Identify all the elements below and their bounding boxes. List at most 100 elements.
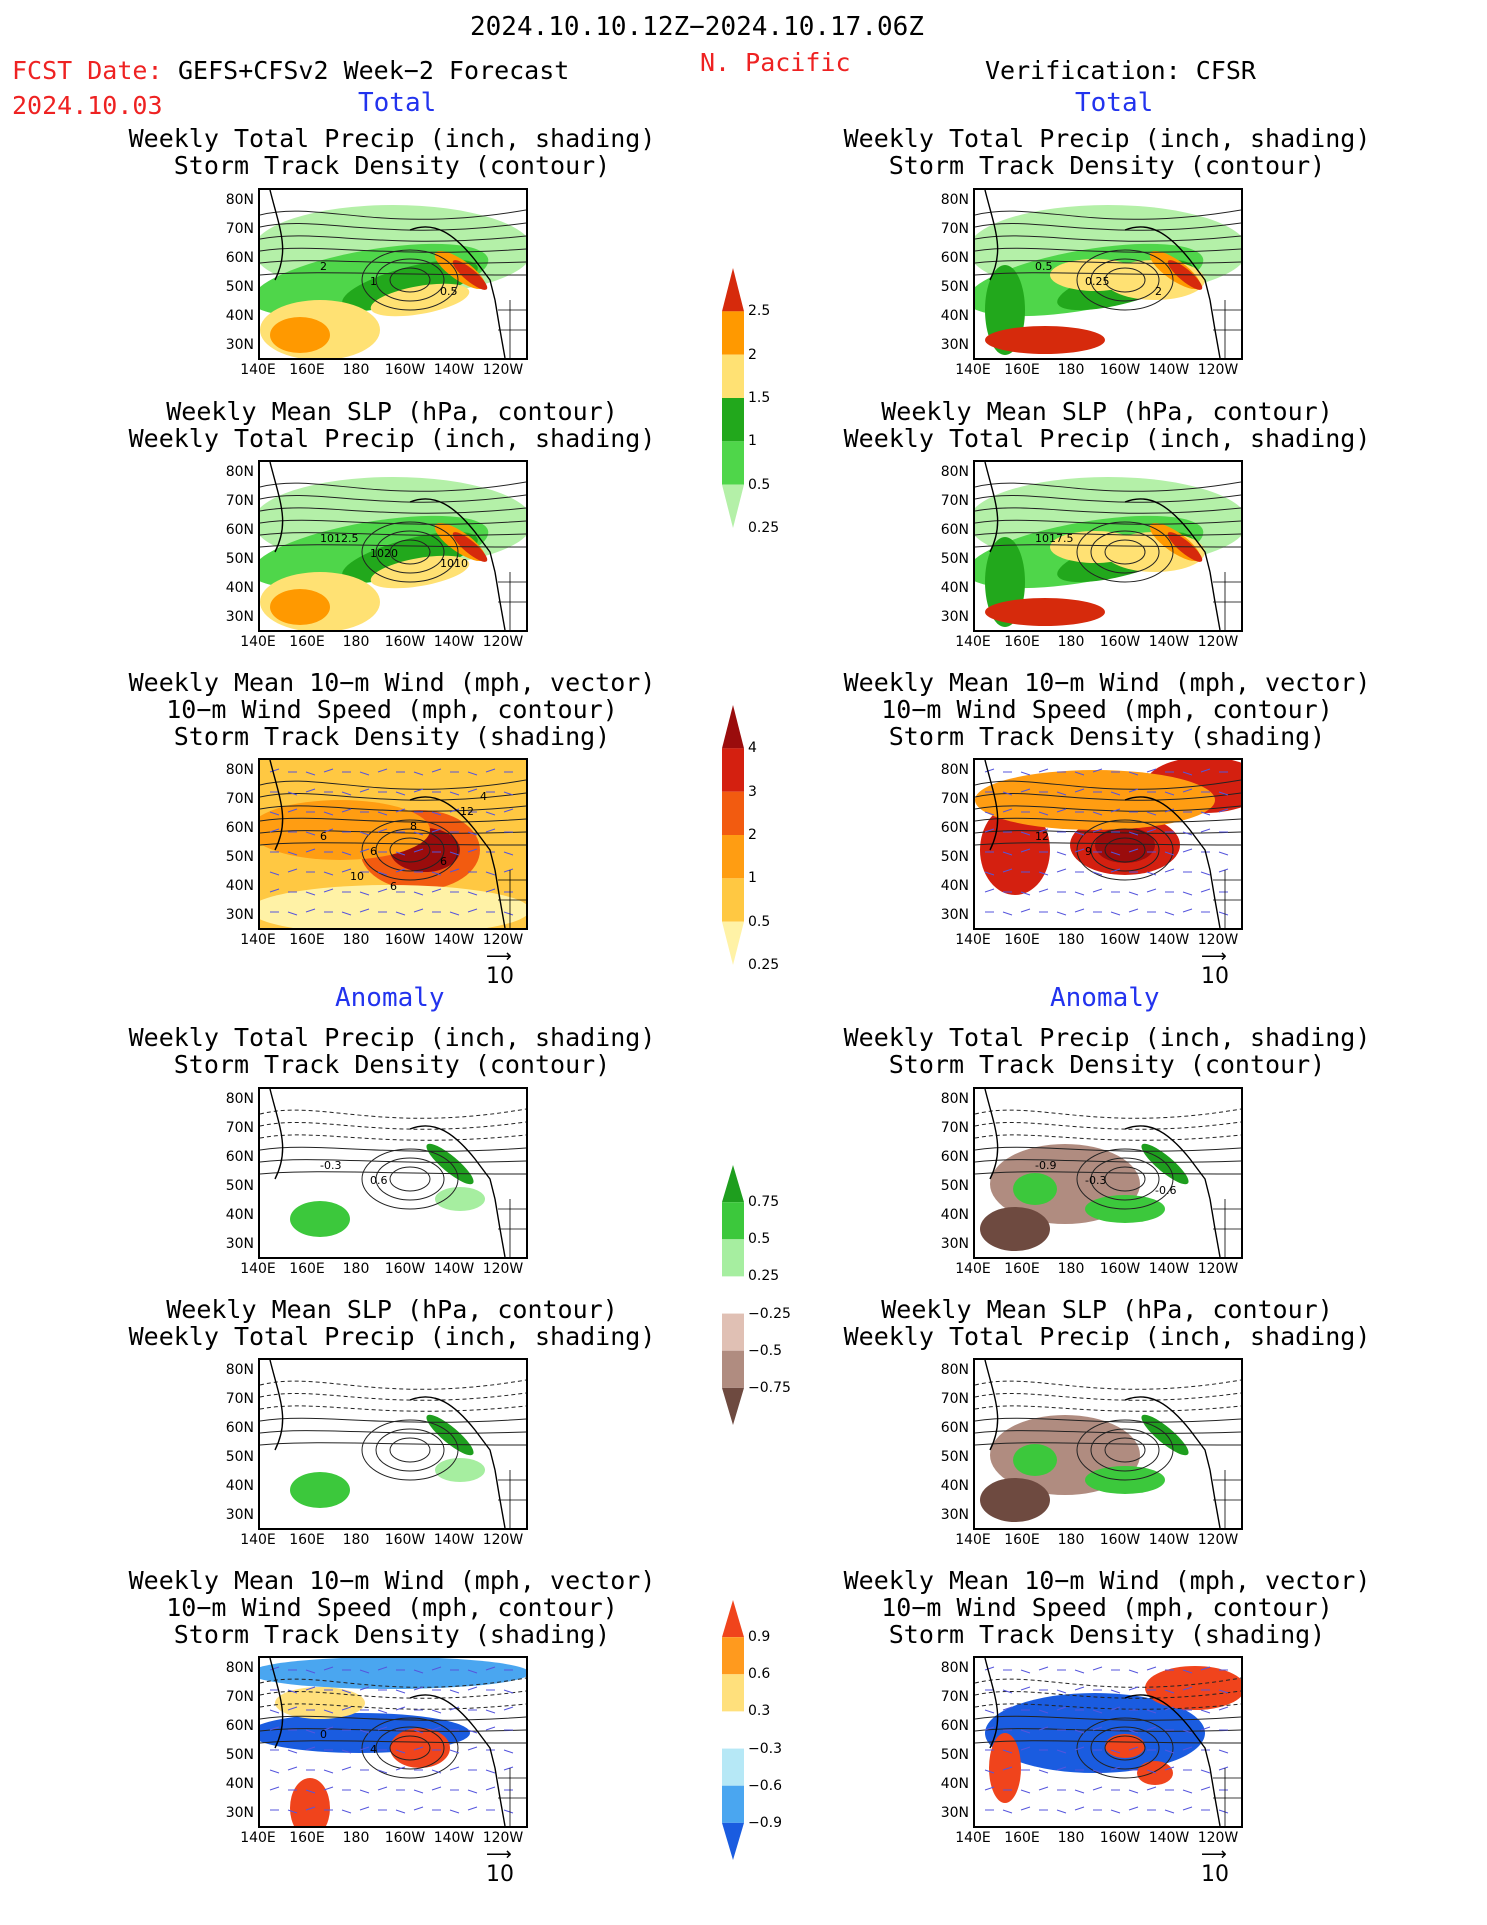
wind-vector <box>395 851 406 856</box>
contour-ring <box>1076 521 1174 583</box>
map-panel-obs-wt: 12 9 <box>973 758 1243 930</box>
wind-vector <box>984 1666 995 1671</box>
lon-tick-label: 180 <box>1057 1261 1085 1277</box>
wind-vector <box>485 828 496 833</box>
wind-vector <box>287 1749 298 1754</box>
wind-vector <box>1200 888 1211 893</box>
wind-vector <box>503 1749 514 1754</box>
contour-line <box>975 1740 1241 1744</box>
contour-ring <box>1090 530 1160 574</box>
wind-vector <box>431 888 442 893</box>
wind-vector <box>1056 868 1067 873</box>
lat-tick-label: 40N <box>225 308 254 324</box>
panel-title-line-2: Storm Track Density (contour) <box>173 151 611 180</box>
wind-vector <box>1092 888 1103 893</box>
coastline-alaska <box>409 1694 496 1769</box>
coastline-asia <box>269 1089 284 1180</box>
wind-vector <box>1020 1789 1031 1794</box>
contour-line <box>260 1171 526 1175</box>
contour-line <box>975 1430 1241 1434</box>
lat-tick-label: 70N <box>940 791 969 807</box>
colorbar-segment <box>722 354 744 398</box>
wind-vector <box>305 1789 316 1794</box>
wind-vector <box>1074 848 1085 853</box>
contour-ring <box>389 1437 431 1463</box>
wind-vector <box>377 1709 388 1714</box>
contour-ring <box>375 1428 445 1472</box>
wind-vector <box>1056 911 1067 916</box>
contour-label: 1017.5 <box>1035 532 1074 545</box>
wind-vector <box>503 1766 514 1771</box>
wind-vector <box>341 851 352 856</box>
colorbar-storm-total <box>722 705 744 965</box>
colorbar-arrow-bottom <box>722 484 744 528</box>
colorbar-segment <box>722 1239 744 1277</box>
lat-tick-label: 40N <box>940 1207 969 1223</box>
lat-tick-label: 80N <box>940 1660 969 1676</box>
wind-vector <box>1074 891 1085 896</box>
wind-vector <box>323 1726 334 1731</box>
wind-vector <box>1146 1786 1157 1791</box>
contour-ring <box>1104 539 1146 565</box>
contour-ring <box>389 1166 431 1192</box>
storm-track-south <box>260 885 526 928</box>
wind-vector <box>1200 768 1211 773</box>
wind-vector <box>1038 888 1049 893</box>
lon-tick-label: 140W <box>1148 634 1190 650</box>
coastline-north-america <box>494 1767 506 1826</box>
lat-tick-label: 50N <box>940 1449 969 1465</box>
wind-vector <box>377 1769 388 1774</box>
wind-vector <box>1038 1726 1049 1731</box>
wind-vector <box>1182 1789 1193 1794</box>
coastline-asia <box>984 1658 999 1749</box>
wind-vector <box>323 811 334 816</box>
wind-vector <box>341 1689 352 1694</box>
lon-tick-label: 160E <box>289 634 325 650</box>
contour-line <box>975 494 1241 503</box>
wind-vector <box>341 808 352 813</box>
lat-tick-label: 60N <box>940 820 969 836</box>
wind-vector <box>1200 811 1211 816</box>
vector-reference-arrow-icon: ⟶ <box>1201 1844 1227 1865</box>
wind-vector <box>1074 908 1085 913</box>
wind-vector <box>1128 788 1139 793</box>
wind-vector <box>467 1669 478 1674</box>
wind-vector <box>323 1666 334 1671</box>
lat-tick-label: 60N <box>225 250 254 266</box>
precip-anom-positive <box>1141 1414 1189 1456</box>
contour-ring <box>1090 1157 1160 1201</box>
precip-subtropical-core <box>270 317 330 353</box>
contour-line <box>260 1379 526 1390</box>
wind-vector <box>467 848 478 853</box>
wind-vector <box>287 808 298 813</box>
wind-vector <box>1092 828 1103 833</box>
contour-ring <box>361 1419 459 1481</box>
period-title: 2024.10.10.12Z−2024.10.17.06Z <box>470 12 924 42</box>
wind-vector <box>1020 1729 1031 1734</box>
coastline-alaska <box>409 796 496 871</box>
coastline-asia <box>269 1658 284 1749</box>
colorbar-tick-label: 0.3 <box>748 1703 771 1720</box>
wind-vector <box>1218 1749 1229 1754</box>
contour-label: 12 <box>1035 830 1049 843</box>
contour-line <box>260 235 526 242</box>
lat-tick-label: 50N <box>225 1178 254 1194</box>
map-panel-fc-st: 1012.5 1020 1010 <box>258 460 528 632</box>
fcst-label: FCST Date: <box>12 56 163 85</box>
wind-vector <box>1218 1706 1229 1711</box>
wind-vector <box>323 828 334 833</box>
colorbar-tick-label: 0.25 <box>748 1268 780 1285</box>
contour-line <box>975 532 1241 536</box>
wind-vector <box>1020 908 1031 913</box>
wind-vector <box>287 1689 298 1694</box>
contour-line <box>260 544 526 548</box>
lat-tick-label: 60N <box>225 1149 254 1165</box>
wind-vector <box>1092 1709 1103 1714</box>
lat-tick-label: 40N <box>225 1478 254 1494</box>
wind-vector <box>449 911 460 916</box>
wind-vector <box>341 868 352 873</box>
contour-line <box>975 805 1241 812</box>
wind-vector <box>413 1806 424 1811</box>
map-panel-obs-wa <box>973 1656 1243 1828</box>
storm-anom-negative <box>985 1693 1205 1773</box>
